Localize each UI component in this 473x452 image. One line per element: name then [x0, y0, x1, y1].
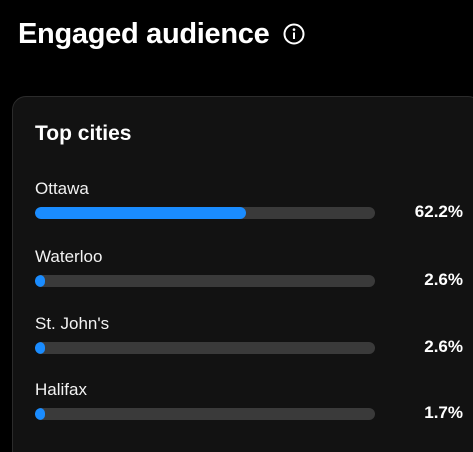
progress-track [35, 408, 375, 420]
city-percentage: 2.6% [424, 337, 463, 356]
info-icon[interactable] [283, 23, 305, 45]
card-title: Top cities [35, 122, 132, 145]
city-row-st-johns: St. John's 2.6% [35, 314, 463, 364]
city-percentage: 1.7% [424, 403, 463, 422]
top-cities-card: Top cities Ottawa 62.2% Waterloo 2.6% St… [12, 96, 473, 452]
city-row-waterloo: Waterloo 2.6% [35, 247, 463, 297]
city-name: Ottawa [35, 179, 89, 198]
progress-track [35, 275, 375, 287]
progress-fill [35, 207, 247, 219]
city-percentage: 2.6% [424, 270, 463, 289]
section-header: Engaged audience [18, 16, 305, 52]
city-row-halifax: Halifax 1.7% [35, 380, 463, 430]
city-name: Waterloo [35, 247, 103, 266]
progress-fill [35, 275, 45, 287]
section-title: Engaged audience [18, 18, 270, 50]
progress-track [35, 342, 375, 354]
progress-fill [35, 408, 45, 420]
progress-track [35, 207, 375, 219]
city-row-ottawa: Ottawa 62.2% [35, 179, 463, 229]
city-name: Halifax [35, 380, 87, 399]
city-name: St. John's [35, 314, 110, 333]
progress-fill [35, 342, 45, 354]
city-percentage: 62.2% [414, 202, 463, 221]
